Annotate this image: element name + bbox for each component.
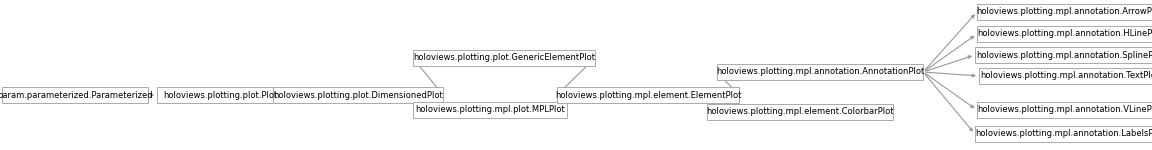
FancyArrowPatch shape xyxy=(416,61,441,93)
FancyBboxPatch shape xyxy=(414,102,567,118)
FancyArrowPatch shape xyxy=(925,74,972,131)
FancyBboxPatch shape xyxy=(707,104,893,120)
Text: holoviews.plotting.mpl.annotation.ArrowPlot: holoviews.plotting.mpl.annotation.ArrowP… xyxy=(977,8,1152,16)
FancyArrowPatch shape xyxy=(559,98,566,108)
Text: holoviews.plotting.mpl.annotation.TextPlot: holoviews.plotting.mpl.annotation.TextPl… xyxy=(980,72,1152,81)
FancyArrowPatch shape xyxy=(151,94,153,96)
Text: holoviews.plotting.plot.Plot: holoviews.plotting.plot.Plot xyxy=(162,90,278,99)
FancyBboxPatch shape xyxy=(717,64,923,80)
FancyBboxPatch shape xyxy=(975,47,1152,63)
FancyArrowPatch shape xyxy=(560,60,593,92)
FancyArrowPatch shape xyxy=(925,15,975,70)
FancyArrowPatch shape xyxy=(711,96,736,110)
FancyBboxPatch shape xyxy=(2,87,147,103)
FancyBboxPatch shape xyxy=(977,26,1152,42)
FancyBboxPatch shape xyxy=(977,4,1152,20)
FancyArrowPatch shape xyxy=(926,72,975,77)
Text: holoviews.plotting.mpl.annotation.HLinePlot: holoviews.plotting.mpl.annotation.HLineP… xyxy=(977,30,1152,39)
FancyBboxPatch shape xyxy=(273,87,444,103)
FancyBboxPatch shape xyxy=(979,68,1152,84)
Text: holoviews.plotting.mpl.element.ElementPlot: holoviews.plotting.mpl.element.ElementPl… xyxy=(555,90,741,99)
FancyArrowPatch shape xyxy=(926,56,971,71)
Text: holoviews.plotting.mpl.annotation.LabelsPlot: holoviews.plotting.mpl.annotation.Labels… xyxy=(976,129,1152,138)
FancyArrowPatch shape xyxy=(925,74,973,108)
Text: holoviews.plotting.mpl.annotation.SplinePlot: holoviews.plotting.mpl.annotation.Spline… xyxy=(976,51,1152,60)
Text: holoviews.plotting.plot.DimensionedPlot: holoviews.plotting.plot.DimensionedPlot xyxy=(273,90,442,99)
FancyBboxPatch shape xyxy=(412,50,596,66)
FancyArrowPatch shape xyxy=(417,96,440,108)
Text: param.parameterized.Parameterized: param.parameterized.Parameterized xyxy=(0,90,153,99)
Text: holoviews.plotting.plot.GenericElementPlot: holoviews.plotting.plot.GenericElementPl… xyxy=(414,54,594,63)
Text: holoviews.plotting.mpl.annotation.VLinePlot: holoviews.plotting.mpl.annotation.VLineP… xyxy=(977,105,1152,114)
FancyArrowPatch shape xyxy=(720,75,737,93)
Text: holoviews.plotting.mpl.annotation.AnnotationPlot: holoviews.plotting.mpl.annotation.Annota… xyxy=(715,68,924,76)
Text: holoviews.plotting.mpl.element.ColorbarPlot: holoviews.plotting.mpl.element.ColorbarP… xyxy=(706,108,894,117)
FancyArrowPatch shape xyxy=(276,94,280,96)
Text: holoviews.plotting.mpl.plot.MPLPlot: holoviews.plotting.mpl.plot.MPLPlot xyxy=(415,105,564,114)
FancyBboxPatch shape xyxy=(158,87,282,103)
FancyBboxPatch shape xyxy=(977,102,1152,118)
FancyBboxPatch shape xyxy=(556,87,740,103)
FancyBboxPatch shape xyxy=(975,126,1152,142)
FancyArrowPatch shape xyxy=(925,36,973,70)
